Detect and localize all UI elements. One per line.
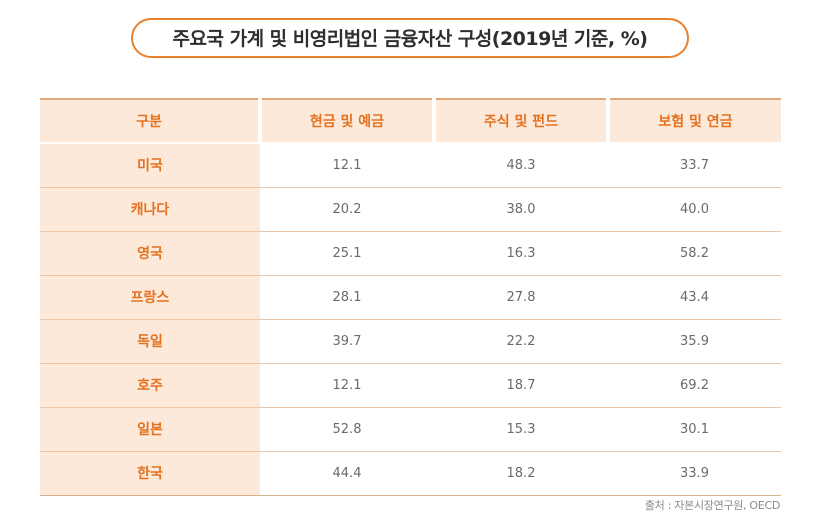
table-row: 일본 52.8 15.3 30.1: [40, 407, 781, 452]
table-row: 호주 12.1 18.7 69.2: [40, 363, 781, 408]
table-cell: 69.2: [608, 363, 781, 408]
table-cell: 44.4: [260, 451, 434, 496]
column-header-cash-deposits: 현금 및 예금: [258, 99, 434, 144]
table-cell: 18.7: [434, 363, 608, 408]
column-header-category: 구분: [40, 99, 260, 144]
row-label: 캐나다: [40, 187, 260, 232]
table-cell: 38.0: [434, 187, 608, 232]
row-label: 일본: [40, 407, 260, 452]
table-cell: 18.2: [434, 451, 608, 496]
table-cell: 16.3: [434, 231, 608, 276]
table-row: 프랑스 28.1 27.8 43.4: [40, 275, 781, 320]
table-cell: 20.2: [260, 187, 434, 232]
table-cell: 40.0: [608, 187, 781, 232]
column-header-insurance-pension: 보험 및 연금: [606, 99, 781, 144]
table-cell: 35.9: [608, 319, 781, 364]
table-cell: 33.9: [608, 451, 781, 496]
title-container: 주요국 가계 및 비영리법인 금융자산 구성(2019년 기준, %): [0, 18, 820, 58]
table-row: 독일 39.7 22.2 35.9: [40, 319, 781, 364]
row-label: 한국: [40, 451, 260, 496]
table-body: 미국 12.1 48.3 33.7 캐나다 20.2 38.0 40.0 영국 25.1 16.3 5…: [40, 143, 781, 496]
row-label: 영국: [40, 231, 260, 276]
table-cell: 15.3: [434, 407, 608, 452]
table-row: 한국 44.4 18.2 33.9: [40, 451, 781, 496]
table-cell: 12.1: [260, 143, 434, 188]
table-cell: 25.1: [260, 231, 434, 276]
table-cell: 30.1: [608, 407, 781, 452]
table-header-row: 구분 현금 및 예금 주식 및 펀드 보험 및 연금: [40, 99, 781, 144]
table-cell: 39.7: [260, 319, 434, 364]
table-cell: 22.2: [434, 319, 608, 364]
table-row: 미국 12.1 48.3 33.7: [40, 143, 781, 188]
row-label: 프랑스: [40, 275, 260, 320]
table-cell: 43.4: [608, 275, 781, 320]
table-cell: 58.2: [608, 231, 781, 276]
table-row: 영국 25.1 16.3 58.2: [40, 231, 781, 276]
table-cell: 52.8: [260, 407, 434, 452]
row-label: 독일: [40, 319, 260, 364]
chart-title: 주요국 가계 및 비영리법인 금융자산 구성(2019년 기준, %): [130, 18, 690, 58]
table-cell: 28.1: [260, 275, 434, 320]
source-note: 출처 : 자본시장연구원, OECD: [644, 499, 780, 512]
table-cell: 12.1: [260, 363, 434, 408]
table-cell: 33.7: [608, 143, 781, 188]
table-cell: 27.8: [434, 275, 608, 320]
table-cell: 48.3: [434, 143, 608, 188]
column-header-stocks-funds: 주식 및 펀드: [432, 99, 608, 144]
asset-table: 구분 현금 및 예금 주식 및 펀드 보험 및 연금 미국 12.1 48.3 33.…: [40, 98, 781, 496]
table-row: 캐나다 20.2 38.0 40.0: [40, 187, 781, 232]
row-label: 미국: [40, 143, 260, 188]
row-label: 호주: [40, 363, 260, 408]
